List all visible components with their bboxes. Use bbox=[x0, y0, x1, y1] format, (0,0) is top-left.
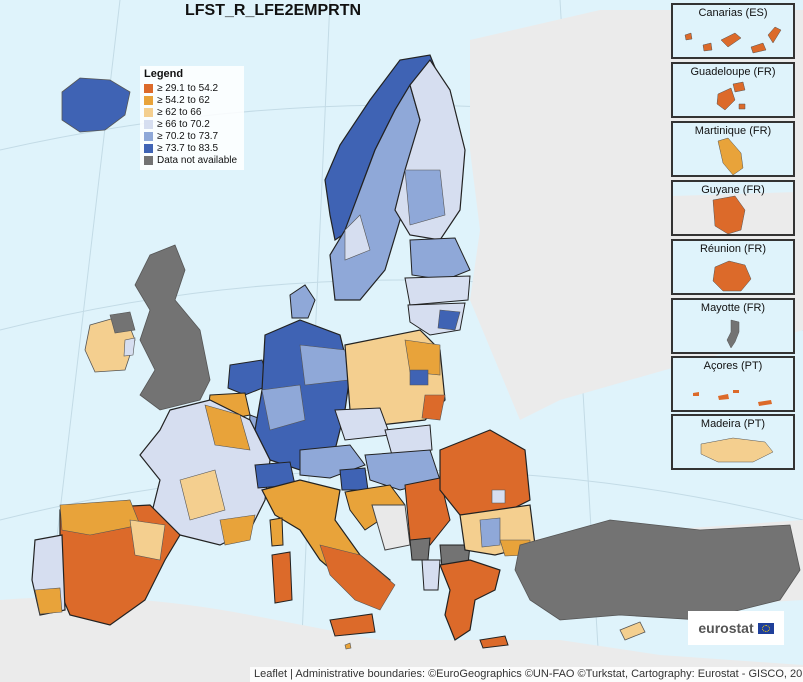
region-portugal-south[interactable] bbox=[34, 587, 63, 615]
legend-label: ≥ 29.1 to 54.2 bbox=[157, 82, 219, 94]
map-title: LFST_R_LFE2EMPRTN bbox=[185, 2, 362, 19]
legend-item: ≥ 62 to 66 bbox=[144, 106, 240, 118]
region-germany-west[interactable] bbox=[261, 384, 306, 431]
region-france-southwest[interactable] bbox=[179, 469, 226, 521]
region-germany-east[interactable] bbox=[299, 344, 349, 386]
region-poland-east[interactable] bbox=[404, 339, 441, 376]
region-france-north[interactable] bbox=[204, 404, 251, 451]
eurostat-logo: eurostat bbox=[688, 611, 784, 645]
legend-title: Legend bbox=[144, 68, 184, 80]
legend-item: ≥ 70.2 to 73.7 bbox=[144, 130, 240, 142]
region-montenegro[interactable] bbox=[409, 537, 431, 561]
legend-item: ≥ 29.1 to 54.2 bbox=[144, 82, 240, 94]
region-italy-south[interactable] bbox=[319, 544, 396, 611]
region-cyprus[interactable] bbox=[619, 621, 646, 641]
inset-mayotte[interactable]: Mayotte (FR) bbox=[671, 298, 795, 354]
legend-item: ≥ 66 to 70.2 bbox=[144, 118, 240, 130]
inset-reunion[interactable]: Réunion (FR) bbox=[671, 239, 795, 295]
inset-guadeloupe[interactable]: Guadeloupe (FR) bbox=[671, 62, 795, 118]
legend-label: ≥ 73.7 to 83.5 bbox=[157, 142, 219, 154]
logo-text: eurostat bbox=[698, 620, 754, 636]
region-sweden-south[interactable] bbox=[344, 214, 371, 261]
legend-item: Data not available bbox=[144, 154, 240, 166]
region-united-kingdom[interactable] bbox=[134, 244, 211, 411]
region-sicily[interactable] bbox=[329, 613, 376, 637]
region-sardinia[interactable] bbox=[271, 551, 293, 604]
inset-label: Martinique (FR) bbox=[694, 125, 772, 137]
region-spain-northeast[interactable] bbox=[129, 519, 166, 561]
region-denmark[interactable] bbox=[289, 284, 316, 319]
legend-swatch bbox=[144, 131, 153, 141]
inset-martinique[interactable]: Martinique (FR) bbox=[671, 121, 795, 177]
legend-label: ≥ 62 to 66 bbox=[157, 106, 202, 118]
non-eu-land bbox=[0, 597, 803, 682]
legend-swatch bbox=[144, 107, 153, 117]
inset-label: Canarias (ES) bbox=[698, 7, 768, 19]
legend-swatch bbox=[144, 155, 153, 165]
inset-label: Mayotte (FR) bbox=[700, 302, 766, 314]
inset-label: Açores (PT) bbox=[703, 360, 763, 372]
legend: Legend ≥ 29.1 to 54.2 ≥ 54.2 to 62 ≥ 62 … bbox=[140, 66, 244, 170]
legend-label: Data not available bbox=[157, 154, 238, 166]
region-finland-south[interactable] bbox=[404, 169, 446, 226]
legend-label: ≥ 66 to 70.2 bbox=[157, 118, 210, 130]
inset-label: Madeira (PT) bbox=[700, 418, 766, 430]
inset-label: Guyane (FR) bbox=[701, 184, 765, 196]
legend-swatch bbox=[144, 119, 153, 129]
inset-guyane[interactable]: Guyane (FR) bbox=[671, 180, 795, 236]
region-crete[interactable] bbox=[479, 635, 509, 649]
region-france-mediterranean[interactable] bbox=[219, 514, 256, 546]
region-netherlands[interactable] bbox=[227, 359, 271, 396]
region-serbia[interactable] bbox=[404, 477, 451, 546]
region-slovenia[interactable] bbox=[339, 467, 369, 491]
legend-swatch bbox=[144, 143, 153, 153]
region-latvia[interactable] bbox=[404, 275, 471, 306]
legend-swatch bbox=[144, 83, 153, 93]
legend-item: ≥ 73.7 to 83.5 bbox=[144, 142, 240, 154]
region-estonia[interactable] bbox=[409, 237, 471, 281]
region-dublin[interactable] bbox=[123, 337, 136, 357]
region-greece[interactable] bbox=[439, 559, 501, 641]
region-slovakia[interactable] bbox=[384, 424, 433, 456]
legend-label: ≥ 54.2 to 62 bbox=[157, 94, 210, 106]
region-lithuania-capital[interactable] bbox=[437, 309, 461, 331]
region-iceland[interactable] bbox=[61, 77, 131, 133]
region-bucharest[interactable] bbox=[491, 489, 506, 504]
legend-item: ≥ 54.2 to 62 bbox=[144, 94, 240, 106]
inset-label: Réunion (FR) bbox=[699, 243, 767, 255]
region-warsaw[interactable] bbox=[409, 369, 429, 386]
region-corsica[interactable] bbox=[269, 517, 284, 547]
region-malta[interactable] bbox=[344, 642, 352, 650]
legend-label: ≥ 70.2 to 73.7 bbox=[157, 130, 219, 142]
region-albania[interactable] bbox=[421, 559, 441, 591]
inset-canarias[interactable]: Canarias (ES) bbox=[671, 3, 795, 59]
map-attribution: Leaflet | Administrative boundaries: ©Eu… bbox=[250, 667, 803, 682]
region-spain-north[interactable] bbox=[59, 499, 141, 536]
eu-flag-icon bbox=[757, 622, 774, 634]
region-poland-southeast[interactable] bbox=[421, 394, 446, 421]
inset-label: Guadeloupe (FR) bbox=[690, 66, 776, 78]
region-czechia[interactable] bbox=[334, 407, 391, 441]
inset-madeira[interactable]: Madeira (PT) bbox=[671, 414, 795, 470]
region-northern-ireland[interactable] bbox=[109, 311, 136, 334]
region-turkey[interactable] bbox=[514, 519, 801, 621]
inset-acores[interactable]: Açores (PT) bbox=[671, 356, 795, 412]
legend-swatch bbox=[144, 95, 153, 105]
region-sofia[interactable] bbox=[479, 517, 501, 548]
